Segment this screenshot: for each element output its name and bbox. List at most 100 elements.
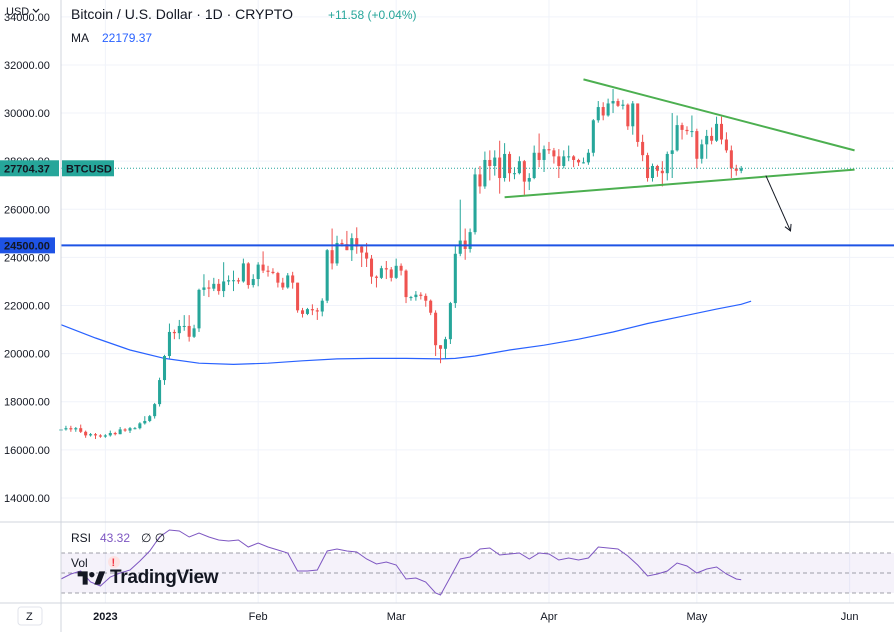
rsi-label[interactable]: RSI xyxy=(71,531,91,545)
candle xyxy=(64,425,68,431)
candle xyxy=(231,270,236,292)
candle xyxy=(153,402,157,419)
candle xyxy=(84,430,88,438)
candle xyxy=(675,115,679,152)
candle-body xyxy=(212,283,216,289)
candle xyxy=(369,254,374,284)
candle xyxy=(512,167,516,180)
candle-body xyxy=(458,240,462,254)
candle xyxy=(399,263,403,276)
candle xyxy=(439,345,443,364)
currency-selector[interactable]: USD xyxy=(6,6,29,18)
candle-body xyxy=(84,431,88,436)
candle-body xyxy=(601,107,605,116)
candle-body xyxy=(222,281,226,292)
candle xyxy=(685,126,689,135)
candle xyxy=(133,426,137,430)
candle-body xyxy=(606,103,610,116)
candle-body xyxy=(330,250,334,264)
price-tick-label: 22000.00 xyxy=(4,301,50,313)
candle xyxy=(532,145,536,180)
candle-body xyxy=(641,141,645,156)
support-price-tag xyxy=(0,237,55,254)
candle xyxy=(261,251,265,274)
candle xyxy=(212,277,216,292)
candle xyxy=(434,310,438,357)
candle-body xyxy=(591,120,595,153)
vol-label[interactable]: Vol xyxy=(71,556,88,570)
candle-body xyxy=(719,123,724,140)
candle-body xyxy=(369,258,374,277)
candle-body xyxy=(192,328,196,337)
candle-body xyxy=(572,156,576,160)
rsi-extra: ∅ ∅ xyxy=(141,531,165,545)
candle xyxy=(271,268,275,275)
candle-body xyxy=(665,153,669,174)
candle-body xyxy=(537,152,541,160)
candle-body xyxy=(695,131,699,159)
candle xyxy=(552,147,556,164)
candle-body xyxy=(227,280,231,282)
ma-label[interactable]: MA xyxy=(71,31,89,45)
tradingview-logo-text: TradingView xyxy=(110,567,219,588)
candle-body xyxy=(443,339,447,349)
candle xyxy=(89,432,93,437)
candle-body xyxy=(434,312,438,346)
candle-body xyxy=(310,309,314,311)
candle xyxy=(335,235,339,266)
candle xyxy=(93,432,98,440)
candle-body xyxy=(734,168,738,171)
candle-body xyxy=(404,270,408,298)
candle-body xyxy=(320,300,324,312)
candle-body xyxy=(680,125,684,130)
candle-body xyxy=(74,428,78,430)
candle-body xyxy=(64,428,68,430)
timezone-button[interactable] xyxy=(17,606,43,626)
candle xyxy=(577,158,581,166)
time-tick-label: 2023 xyxy=(93,611,117,623)
candle xyxy=(537,133,541,168)
candle xyxy=(729,145,733,179)
candle-body xyxy=(700,144,704,159)
candles xyxy=(59,89,743,440)
candle xyxy=(719,116,724,145)
drawings xyxy=(61,78,894,247)
candle-body xyxy=(133,428,137,430)
candle-body xyxy=(271,271,275,274)
alert-icon-bg[interactable] xyxy=(108,556,120,568)
symbol-title[interactable]: Bitcoin / U.S. Dollar · 1D · CRYPTO xyxy=(71,6,293,22)
candle-body xyxy=(118,429,122,435)
candle-body xyxy=(207,287,211,289)
alert-icon[interactable]: ! xyxy=(112,557,116,569)
candle xyxy=(182,315,186,331)
tradingview-logo-icon xyxy=(77,571,106,585)
candle xyxy=(167,323,171,359)
candle xyxy=(123,428,127,432)
candle xyxy=(296,282,300,313)
candle xyxy=(498,140,502,194)
candle-body xyxy=(611,101,615,104)
candle xyxy=(103,434,107,438)
price-tick-label: 24000.00 xyxy=(4,252,50,264)
candle xyxy=(177,319,181,340)
candle-body xyxy=(389,269,393,278)
candle xyxy=(488,150,492,181)
candle xyxy=(286,273,290,289)
candle-body xyxy=(453,253,457,304)
chevron-down-icon[interactable] xyxy=(32,8,40,13)
candle-body xyxy=(419,294,423,296)
candle-body xyxy=(276,273,280,283)
candle-body xyxy=(325,250,329,301)
candle-body xyxy=(108,432,112,436)
candle xyxy=(641,134,645,162)
tradingview-logo[interactable]: TradingView xyxy=(76,567,219,589)
candle xyxy=(365,242,369,268)
candle xyxy=(690,115,694,138)
candle-body xyxy=(246,263,250,286)
candle xyxy=(158,377,162,407)
candle-body xyxy=(172,331,176,334)
candle xyxy=(345,230,349,251)
candle xyxy=(310,304,314,316)
